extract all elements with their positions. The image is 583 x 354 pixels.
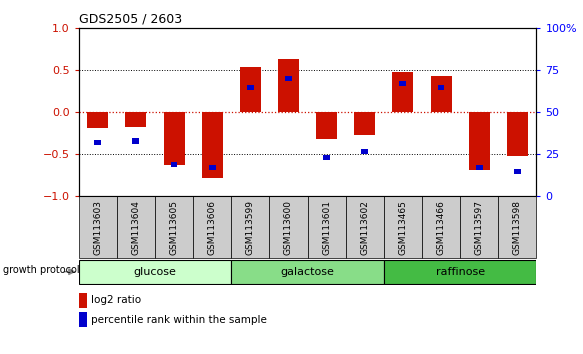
Bar xyxy=(354,113,375,135)
FancyBboxPatch shape xyxy=(231,196,269,258)
Bar xyxy=(430,76,451,113)
Bar xyxy=(125,113,146,127)
FancyBboxPatch shape xyxy=(460,196,498,258)
Bar xyxy=(94,140,101,145)
Text: GDS2505 / 2603: GDS2505 / 2603 xyxy=(79,13,182,26)
Text: GSM113600: GSM113600 xyxy=(284,200,293,255)
FancyBboxPatch shape xyxy=(498,196,536,258)
Bar xyxy=(476,165,483,170)
Bar xyxy=(438,85,444,90)
FancyBboxPatch shape xyxy=(79,260,231,284)
FancyBboxPatch shape xyxy=(193,196,231,258)
Bar xyxy=(361,149,368,154)
FancyBboxPatch shape xyxy=(384,196,422,258)
FancyBboxPatch shape xyxy=(117,196,155,258)
Text: GSM113604: GSM113604 xyxy=(131,200,141,255)
Bar xyxy=(79,293,87,308)
Text: raffinose: raffinose xyxy=(436,267,484,277)
Text: log2 ratio: log2 ratio xyxy=(91,295,141,306)
Bar xyxy=(247,85,254,90)
Bar xyxy=(323,155,330,160)
Text: GSM113599: GSM113599 xyxy=(246,200,255,255)
FancyBboxPatch shape xyxy=(269,196,308,258)
Bar xyxy=(240,67,261,113)
FancyBboxPatch shape xyxy=(79,196,117,258)
FancyBboxPatch shape xyxy=(422,196,460,258)
Text: GSM113598: GSM113598 xyxy=(513,200,522,255)
FancyBboxPatch shape xyxy=(384,260,536,284)
Bar xyxy=(278,59,299,113)
Bar xyxy=(171,162,177,167)
Bar xyxy=(399,81,406,86)
Bar xyxy=(132,138,139,143)
Bar xyxy=(514,169,521,174)
Text: GSM113605: GSM113605 xyxy=(170,200,178,255)
FancyBboxPatch shape xyxy=(346,196,384,258)
Text: percentile rank within the sample: percentile rank within the sample xyxy=(91,314,267,325)
Bar xyxy=(79,312,87,327)
Text: galactose: galactose xyxy=(280,267,335,277)
Bar xyxy=(87,113,108,127)
Bar xyxy=(507,113,528,156)
Bar xyxy=(202,113,223,178)
Text: GSM113602: GSM113602 xyxy=(360,200,369,255)
Bar xyxy=(392,72,413,113)
Text: growth protocol: growth protocol xyxy=(3,266,79,275)
Bar xyxy=(209,165,216,170)
Text: GSM113606: GSM113606 xyxy=(208,200,217,255)
Bar xyxy=(164,113,185,165)
Text: GSM113597: GSM113597 xyxy=(475,200,484,255)
Text: GSM113603: GSM113603 xyxy=(93,200,102,255)
FancyBboxPatch shape xyxy=(155,196,193,258)
Text: GSM113466: GSM113466 xyxy=(437,200,445,255)
Bar xyxy=(469,113,490,170)
Text: GSM113465: GSM113465 xyxy=(398,200,408,255)
FancyBboxPatch shape xyxy=(308,196,346,258)
Text: GSM113601: GSM113601 xyxy=(322,200,331,255)
Bar xyxy=(285,76,292,81)
Bar xyxy=(316,113,337,139)
Text: glucose: glucose xyxy=(134,267,177,277)
FancyBboxPatch shape xyxy=(231,260,384,284)
